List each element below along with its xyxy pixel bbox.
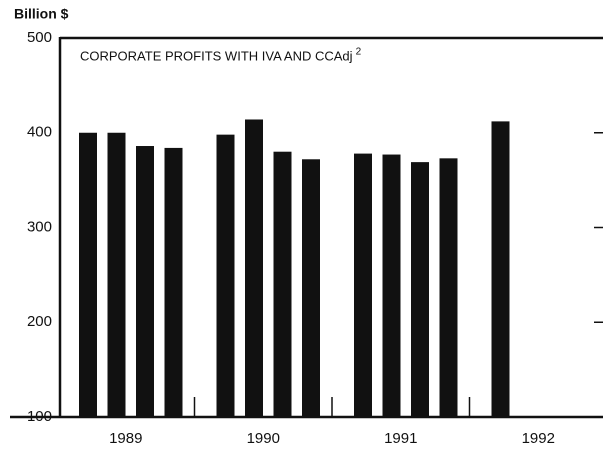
bar xyxy=(439,158,458,417)
y-tick-label: 300 xyxy=(27,218,52,235)
y-tick-label: 200 xyxy=(27,313,52,330)
bar xyxy=(107,132,126,417)
x-tick-label: 1992 xyxy=(522,430,555,447)
bar xyxy=(382,154,401,418)
chart-title: CORPORATE PROFITS WITH IVA AND CCAdj xyxy=(80,48,353,63)
bar xyxy=(216,134,235,417)
bar xyxy=(164,147,183,417)
y-axis-label: Billion $ xyxy=(14,6,69,22)
bar xyxy=(273,151,292,417)
x-tick-label: 1991 xyxy=(384,430,417,447)
y-tick-label: 400 xyxy=(27,124,52,141)
bar xyxy=(411,162,429,417)
bar xyxy=(245,119,263,418)
x-tick-label: 1990 xyxy=(247,430,280,447)
bar xyxy=(79,132,97,417)
x-tick-label: 1989 xyxy=(109,430,142,447)
bar xyxy=(491,121,510,417)
bar xyxy=(136,146,154,417)
title-note: 2 xyxy=(356,47,362,58)
bar xyxy=(302,159,320,417)
bar xyxy=(354,153,372,417)
y-tick-label: 500 xyxy=(27,29,52,46)
y-tick-label: 100 xyxy=(27,408,52,425)
